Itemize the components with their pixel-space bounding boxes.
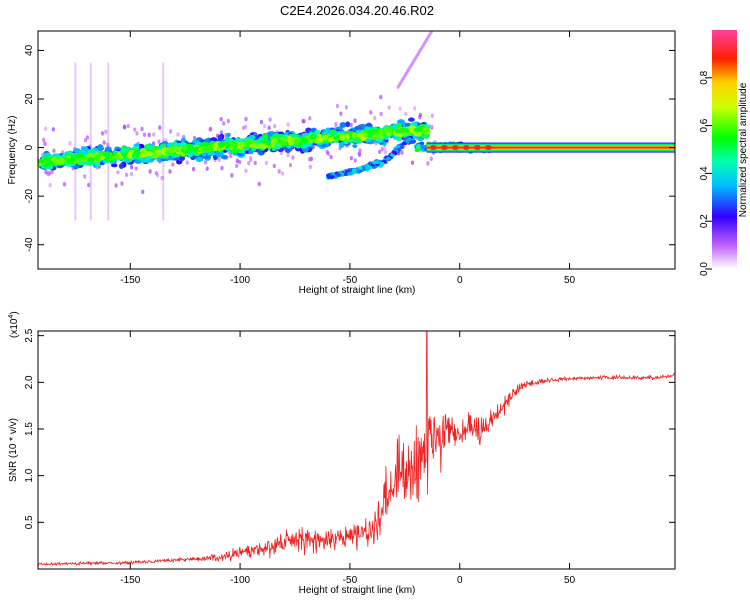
x-tick-label: 50 bbox=[564, 575, 576, 586]
y-tick-label: -20 bbox=[24, 188, 35, 203]
snr-x-label: Height of straight line (km) bbox=[299, 585, 416, 596]
colorbar-gradient bbox=[712, 30, 737, 269]
svg-text:(x104): (x104) bbox=[8, 311, 20, 338]
spectrogram-heatmap bbox=[38, 31, 675, 221]
colorbar-ticks: 0.0 0.2 0.4 0.6 0.8 bbox=[699, 70, 712, 276]
snr-series-line bbox=[38, 331, 675, 567]
colorbar-tick-label: 0.4 bbox=[699, 166, 710, 180]
x-tick-label: -100 bbox=[230, 275, 250, 286]
y-tick-label: 20 bbox=[24, 93, 35, 105]
y-tick-label: 0 bbox=[24, 144, 35, 150]
x-tick-label: 50 bbox=[564, 275, 576, 286]
spectrogram-x-label: Height of straight line (km) bbox=[299, 285, 416, 296]
colorbar-label: Normalized spectral amplitude bbox=[738, 82, 749, 217]
snr-scale-base: (x10 bbox=[9, 318, 20, 338]
snr-panel: -150 -100 -50 0 50 0.5 1.0 1.5 2.0 2.5 Height of… bbox=[8, 311, 676, 596]
colorbar-tick-label: 0.2 bbox=[699, 214, 710, 228]
x-tick-label: -100 bbox=[230, 575, 250, 586]
spectrogram-panel: -150 -100 -50 0 50 -40 -20 0 20 40 Height of str… bbox=[7, 30, 676, 296]
x-tick-label: -50 bbox=[343, 575, 358, 586]
y-tick-label: 1.0 bbox=[24, 468, 35, 482]
chart-title: C2E4.2026.034.20.46.R02 bbox=[280, 3, 434, 18]
colorbar: 0.0 0.2 0.4 0.6 0.8 Normalized spectral ampl… bbox=[699, 30, 749, 276]
colorbar-tick-label: 0.6 bbox=[699, 118, 710, 132]
spectrogram-frame bbox=[37, 30, 676, 270]
snr-y-ticks: 0.5 1.0 1.5 2.0 2.5 bbox=[24, 328, 675, 529]
spectrogram-y-ticks: -40 -20 0 20 40 bbox=[24, 44, 675, 252]
colorbar-tick-label: 0.0 bbox=[699, 262, 710, 276]
snr-y-label: SNR (10 * v/v) bbox=[8, 418, 19, 482]
x-tick-label: -150 bbox=[120, 275, 140, 286]
spectrogram-y-label: Frequency (Hz) bbox=[7, 116, 18, 185]
colorbar-tick-label: 0.8 bbox=[699, 70, 710, 84]
x-tick-label: -150 bbox=[120, 575, 140, 586]
snr-scale-factor: (x104) bbox=[8, 311, 20, 338]
snr-scale-exponent: 4 bbox=[8, 315, 15, 319]
y-tick-label: -40 bbox=[24, 237, 35, 252]
x-tick-label: 0 bbox=[457, 575, 463, 586]
y-tick-label: 1.5 bbox=[24, 422, 35, 436]
snr-x-ticks: -150 -100 -50 0 50 bbox=[120, 331, 576, 586]
y-tick-label: 2.5 bbox=[24, 328, 35, 342]
y-tick-label: 2.0 bbox=[24, 375, 35, 389]
snr-frame bbox=[37, 330, 676, 570]
y-tick-label: 0.5 bbox=[24, 515, 35, 529]
y-tick-label: 40 bbox=[24, 44, 35, 56]
x-tick-label: 0 bbox=[457, 275, 463, 286]
snr-scale-close: ) bbox=[9, 311, 20, 314]
x-tick-label: -50 bbox=[343, 275, 358, 286]
spectrogram-x-ticks: -150 -100 -50 0 50 bbox=[120, 31, 576, 286]
